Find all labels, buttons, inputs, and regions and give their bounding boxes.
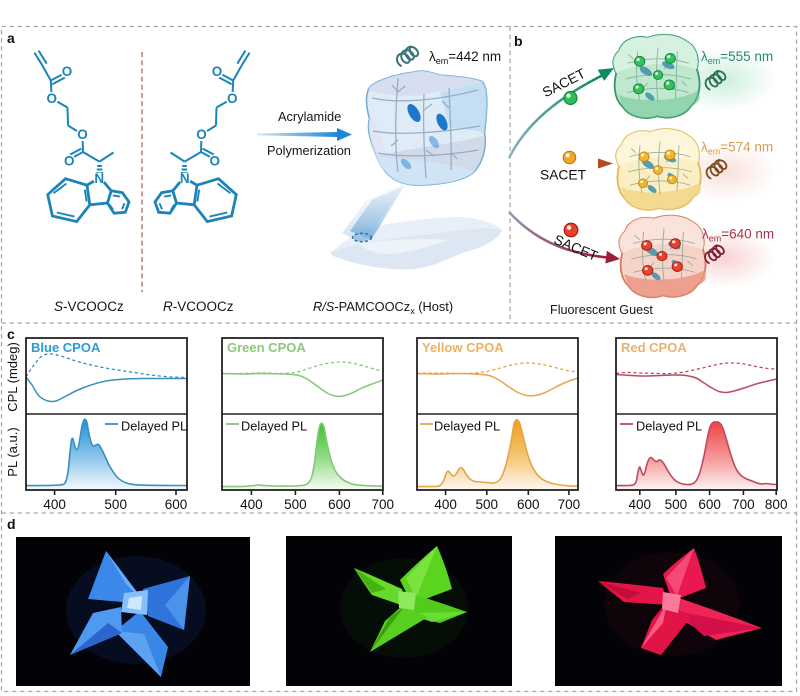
- svg-text:Polymerization: Polymerization: [267, 143, 351, 158]
- svg-text:λem=442 nm: λem=442 nm: [429, 49, 501, 66]
- svg-text:Delayed PL: Delayed PL: [121, 419, 187, 434]
- svg-text:700: 700: [732, 497, 755, 512]
- svg-text:400: 400: [240, 497, 263, 512]
- svg-text:800: 800: [765, 497, 788, 512]
- svg-text:600: 600: [517, 497, 540, 512]
- svg-text:Delayed PL: Delayed PL: [636, 419, 702, 434]
- svg-text:λem=574 nm: λem=574 nm: [701, 140, 773, 157]
- svg-text:600: 600: [698, 497, 721, 512]
- svg-text:Yellow CPOA: Yellow CPOA: [422, 340, 504, 355]
- svg-text:O: O: [46, 91, 57, 106]
- svg-text:Delayed PL: Delayed PL: [434, 419, 500, 434]
- svg-text:SACET: SACET: [552, 232, 601, 264]
- svg-text:O: O: [212, 64, 223, 79]
- svg-text:O: O: [196, 127, 207, 142]
- svg-text:400: 400: [629, 497, 652, 512]
- svg-text:O: O: [210, 154, 221, 169]
- svg-text:500: 500: [104, 497, 127, 512]
- svg-text:PL (a.u.): PL (a.u.): [5, 427, 20, 476]
- svg-text:N: N: [94, 171, 104, 186]
- svg-text:O: O: [227, 91, 238, 106]
- svg-text:500: 500: [665, 497, 688, 512]
- svg-text:d: d: [7, 516, 16, 532]
- svg-text:700: 700: [558, 497, 581, 512]
- svg-text:R/S-PAMCOOCzx (Host): R/S-PAMCOOCzx (Host): [313, 299, 453, 316]
- svg-text:O: O: [64, 154, 75, 169]
- svg-text:700: 700: [372, 497, 395, 512]
- svg-text:Delayed PL: Delayed PL: [241, 419, 307, 434]
- svg-text:O: O: [77, 127, 88, 142]
- svg-text:CPL (mdeg): CPL (mdeg): [5, 342, 20, 412]
- svg-text:600: 600: [328, 497, 351, 512]
- svg-text:a: a: [7, 30, 15, 46]
- svg-text:Green CPOA: Green CPOA: [227, 340, 306, 355]
- svg-text:500: 500: [284, 497, 307, 512]
- svg-text:N: N: [180, 171, 190, 186]
- svg-text:Acrylamide: Acrylamide: [278, 109, 341, 124]
- svg-text:Red CPOA: Red CPOA: [621, 340, 687, 355]
- svg-text:b: b: [514, 33, 523, 49]
- svg-text:O: O: [62, 64, 73, 79]
- svg-text:S-VCOOCz: S-VCOOCz: [54, 299, 124, 314]
- svg-text:c: c: [7, 326, 15, 342]
- svg-text:400: 400: [43, 497, 66, 512]
- svg-text:SACET: SACET: [540, 168, 587, 183]
- svg-text:R-VCOOCz: R-VCOOCz: [163, 299, 234, 314]
- svg-text:Fluorescent Guest: Fluorescent Guest: [550, 303, 653, 317]
- svg-text:400: 400: [434, 497, 457, 512]
- svg-text:Blue CPOA: Blue CPOA: [31, 340, 101, 355]
- svg-text:500: 500: [476, 497, 499, 512]
- svg-text:600: 600: [165, 497, 188, 512]
